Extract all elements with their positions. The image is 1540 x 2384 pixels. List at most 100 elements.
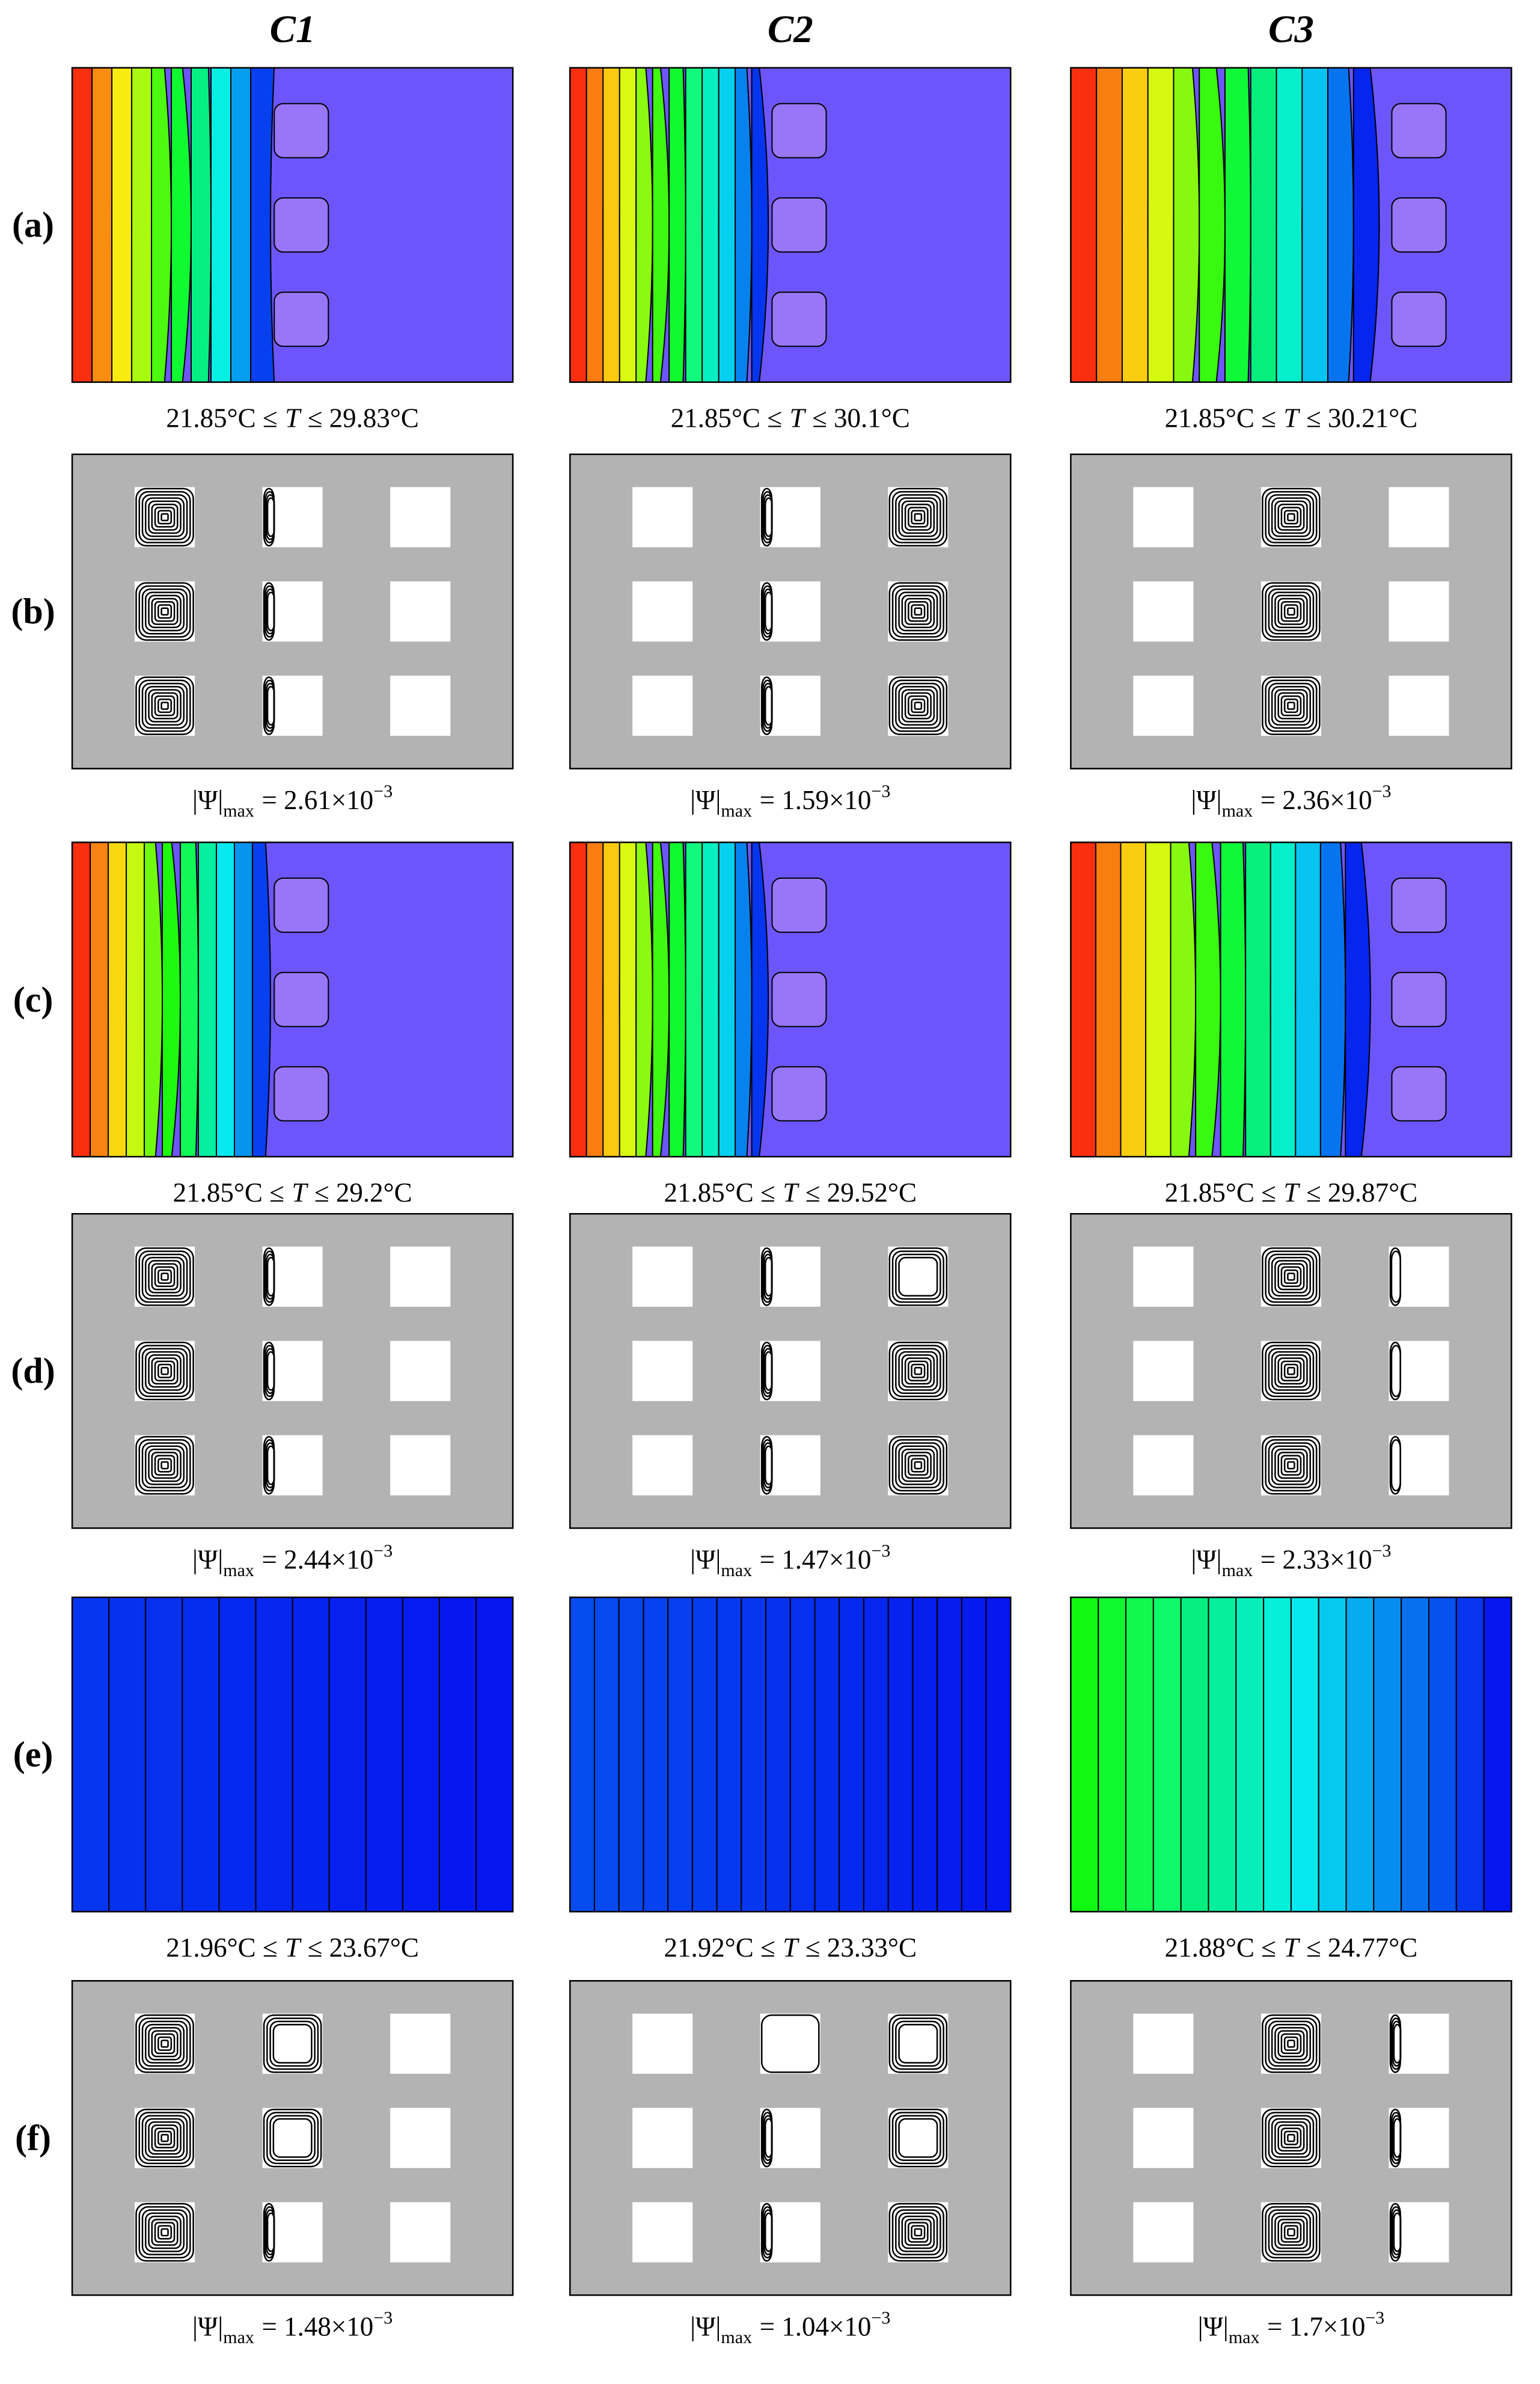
streamline — [1283, 1269, 1298, 1284]
streamline — [154, 1266, 176, 1288]
streamline — [914, 1366, 923, 1375]
caption-variable: T — [292, 1178, 308, 1208]
streamline — [154, 695, 176, 717]
streamline — [895, 2115, 941, 2162]
streamline — [160, 607, 169, 616]
streamline — [1287, 513, 1295, 522]
streamline — [1280, 2222, 1302, 2243]
contour-band — [72, 842, 91, 1158]
caption-part: = 1.04×10 — [760, 2312, 872, 2342]
streamline — [266, 1256, 275, 1297]
contour-band — [1345, 842, 1371, 1158]
streamline — [1274, 2215, 1308, 2249]
streamline — [141, 1348, 188, 1395]
caption-part: ≤ 23.67°C — [308, 1933, 419, 1963]
panel — [1070, 67, 1512, 383]
streamline — [263, 2014, 322, 2073]
block — [632, 1435, 693, 1496]
streamline — [908, 695, 929, 717]
block — [390, 1435, 451, 1496]
block — [1260, 1340, 1321, 1401]
streamline — [1262, 1435, 1321, 1495]
contour-band — [1455, 1597, 1485, 1913]
streamline — [266, 2017, 319, 2070]
caption-exponent: −3 — [871, 2308, 890, 2328]
streamline — [914, 701, 923, 710]
block — [632, 676, 693, 736]
streamline — [1262, 487, 1321, 547]
caption-part: ≤ 30.21°C — [1306, 403, 1417, 433]
panel-frame — [569, 1980, 1012, 2296]
row-label: (a) — [12, 204, 54, 245]
streamline — [1268, 588, 1315, 635]
streamline — [141, 1442, 188, 1488]
panel — [1070, 1213, 1512, 1529]
contour-band — [618, 1597, 644, 1913]
caption-exponent: −3 — [871, 781, 890, 801]
streamline — [160, 1273, 169, 1281]
streamline — [154, 1455, 176, 1476]
streamline — [764, 591, 773, 632]
streamline — [151, 2124, 179, 2152]
contour-band — [72, 1597, 110, 1913]
block — [1260, 2107, 1321, 2168]
streamline — [908, 1360, 929, 1381]
contour-band — [789, 1597, 816, 1913]
contour-band — [1483, 1597, 1512, 1913]
caption-symbol: |Ψ| — [690, 2312, 721, 2342]
contour-band — [1147, 67, 1176, 383]
streamline — [914, 1461, 923, 1470]
streamline — [1280, 695, 1302, 717]
streamline — [908, 2222, 929, 2243]
contour-band — [328, 1597, 367, 1913]
caption: |Ψ|max = 2.44×10−3 — [192, 1541, 393, 1581]
streamline — [904, 2219, 932, 2246]
streamline — [901, 2215, 935, 2249]
streamline — [898, 2118, 938, 2158]
streamline — [154, 1360, 176, 1381]
streamline — [157, 2225, 173, 2240]
streamline — [1393, 2212, 1402, 2252]
contour-band — [985, 1597, 1012, 1913]
streamline — [151, 2219, 179, 2246]
heater — [771, 877, 827, 933]
streamline — [1268, 2209, 1315, 2255]
caption: 21.85°C ≤ T ≤ 29.87°C — [1165, 1178, 1418, 1208]
streamline — [141, 2209, 188, 2255]
streamline — [1265, 2112, 1318, 2165]
block — [632, 2013, 693, 2074]
streamline — [891, 491, 944, 543]
contour-band — [887, 1597, 914, 1913]
streamline — [160, 1461, 169, 1470]
streamline — [904, 503, 932, 531]
streamline — [151, 692, 179, 720]
streamline — [160, 1366, 169, 1375]
contour-band — [735, 67, 753, 383]
panel-frame — [569, 67, 1012, 383]
block — [1260, 487, 1321, 548]
panel — [1070, 1980, 1512, 2296]
streamline — [141, 1253, 188, 1300]
streamline — [157, 604, 173, 619]
block — [134, 2107, 195, 2168]
caption-variable: T — [1283, 1933, 1300, 1963]
contour-band — [961, 1597, 987, 1913]
caption-part: 21.85°C ≤ — [671, 403, 782, 433]
contour-band — [1224, 67, 1251, 383]
contour-band — [1235, 1597, 1265, 1913]
caption: 21.88°C ≤ T ≤ 24.77°C — [1165, 1933, 1418, 1963]
streamline — [1283, 1458, 1298, 1473]
streamline — [1277, 2124, 1305, 2152]
streamline — [1262, 2014, 1321, 2073]
streamline — [145, 686, 185, 726]
contour-band — [475, 1597, 514, 1913]
streamline — [266, 1445, 275, 1485]
streamline — [1262, 2108, 1321, 2168]
block — [1133, 676, 1194, 736]
caption-subscript: max — [721, 1560, 752, 1580]
contour-band — [151, 67, 173, 383]
block — [1260, 676, 1321, 736]
caption-part: 21.85°C ≤ — [173, 1178, 284, 1208]
contour-band — [643, 1597, 669, 1913]
